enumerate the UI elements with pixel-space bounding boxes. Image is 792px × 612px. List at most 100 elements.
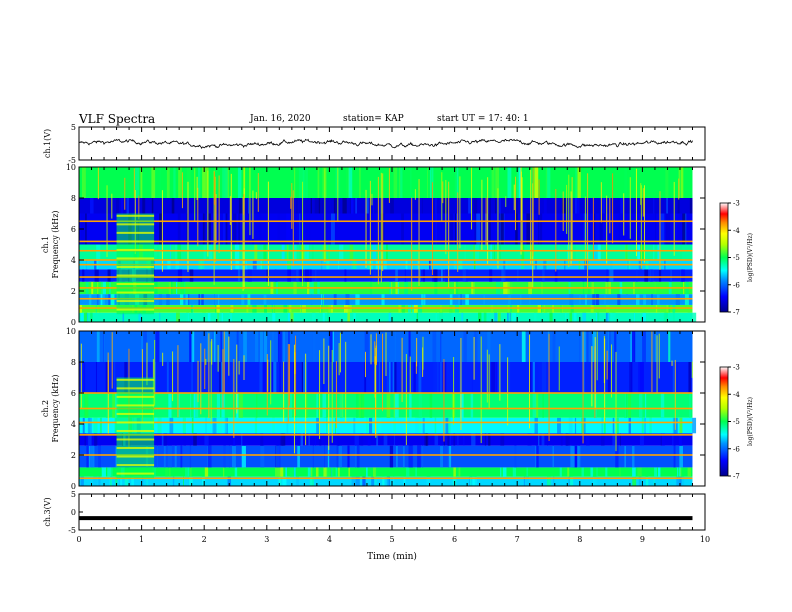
spectrogram-speckle xyxy=(624,445,626,468)
spectrogram-speckle xyxy=(530,244,533,260)
spectrogram-speckle xyxy=(542,269,545,282)
spectrogram-speckle xyxy=(353,312,356,322)
spectrogram-speckle xyxy=(138,312,142,322)
sferic-streak xyxy=(207,170,209,257)
sferic-streak xyxy=(205,358,207,365)
y-tick-label: 10 xyxy=(66,327,76,336)
sferic-streak xyxy=(640,185,642,269)
sferic-streak xyxy=(507,357,509,426)
sferic-streak xyxy=(570,191,572,266)
spectrogram-speckle xyxy=(534,362,539,393)
spectrogram-speckle xyxy=(177,213,181,245)
spectrogram-speckle xyxy=(605,467,608,477)
spectrogram-speckle xyxy=(449,213,454,245)
spectrogram-speckle xyxy=(386,393,391,418)
sferic-streak xyxy=(335,361,337,429)
sferic-streak xyxy=(80,343,82,409)
x-tick-label: 7 xyxy=(515,535,520,544)
spectrogram-speckle xyxy=(562,198,566,214)
spectrogram-speckle xyxy=(274,269,277,282)
spectrogram-speckle xyxy=(272,417,275,434)
sferic-streak xyxy=(418,179,420,286)
narrowband-line xyxy=(79,454,693,456)
transient-tone xyxy=(116,438,155,441)
spectrogram-band xyxy=(79,393,693,418)
sferic-streak xyxy=(623,193,625,236)
spectrogram-speckle xyxy=(84,433,86,446)
spectrogram-speckle xyxy=(142,476,144,486)
transient-tone xyxy=(116,464,155,467)
spectrogram-speckle xyxy=(626,244,628,260)
spectrogram-speckle xyxy=(93,198,97,214)
spectrogram-speckle xyxy=(110,467,113,477)
spectrogram-speckle xyxy=(666,198,668,214)
spectrogram-speckle xyxy=(293,467,296,477)
sferic-streak xyxy=(255,192,257,200)
sferic-streak xyxy=(214,176,216,263)
sferic-streak xyxy=(364,351,366,378)
sferic-streak xyxy=(615,351,617,452)
spectrogram-speckle xyxy=(90,198,94,214)
spectrogram-speckle xyxy=(399,167,402,198)
y-tick-label: 2 xyxy=(71,451,76,460)
sferic-streak xyxy=(441,172,443,221)
spectrogram-speckle xyxy=(457,433,459,446)
spectrogram-speckle xyxy=(568,476,571,486)
axis-labels: Time (min) xyxy=(367,551,417,562)
spectrogram-speckle xyxy=(632,445,635,468)
spectrogram-speckle xyxy=(640,198,645,214)
y-axis-label-frequency: Frequency (kHz) xyxy=(51,210,60,278)
spectrogram-speckle xyxy=(305,393,308,418)
sferic-streak xyxy=(604,338,606,423)
spectrogram-band xyxy=(79,476,693,486)
spectrogram-speckle xyxy=(608,331,611,362)
spectrogram-speckle xyxy=(422,417,425,434)
spectrogram-speckle xyxy=(282,476,287,486)
sferic-streak xyxy=(481,179,483,251)
spectrogram-speckle xyxy=(547,433,549,446)
narrowband-line xyxy=(79,249,693,252)
colorbar-tick-label: -3 xyxy=(733,364,740,372)
spectrogram-speckle xyxy=(238,198,243,214)
transient-tone xyxy=(116,404,155,407)
sferic-streak xyxy=(591,346,593,407)
spectrogram-speckle xyxy=(204,433,209,446)
spectrogram-speckle xyxy=(321,198,324,214)
sferic-streak xyxy=(521,177,523,251)
sferic-streak xyxy=(204,348,206,390)
y-tick-label: 0 xyxy=(71,508,76,517)
spectrogram-speckle xyxy=(544,312,548,322)
sferic-streak xyxy=(405,354,407,446)
sferic-streak xyxy=(600,182,602,223)
y-tick-label: -5 xyxy=(68,156,76,165)
sferic-streak xyxy=(213,170,215,285)
spectrogram-speckle xyxy=(491,167,495,198)
spectrogram-speckle xyxy=(674,198,677,214)
spectrogram-speckle xyxy=(386,362,391,393)
spectrogram-speckle xyxy=(573,312,577,322)
spectrogram-speckle xyxy=(488,213,491,245)
spectrogram-speckle xyxy=(259,362,263,393)
spectrogram-speckle xyxy=(681,476,685,486)
spectrogram-speckle xyxy=(518,167,521,198)
spectrogram-speckle xyxy=(383,433,388,446)
spectrogram-speckle xyxy=(401,213,404,245)
spectrogram-speckle xyxy=(299,244,304,260)
sferic-streak xyxy=(295,335,297,416)
transient-tone xyxy=(116,248,155,251)
colorbar-label: log(PSD)(V²/Hz) xyxy=(747,397,754,446)
spectrogram-speckle xyxy=(629,362,633,393)
spectrogram-speckle xyxy=(288,244,293,260)
spectrogram-speckle xyxy=(323,467,328,477)
spectrogram-speckle xyxy=(572,244,576,260)
spectrogram-speckle xyxy=(324,445,326,468)
spectrogram-speckle xyxy=(191,417,194,434)
spectrogram-speckle xyxy=(171,198,175,214)
spectrogram-speckle xyxy=(472,476,477,486)
spectrogram-speckle xyxy=(575,167,578,198)
spectrogram-speckle xyxy=(188,476,193,486)
spectrogram-speckle xyxy=(345,167,350,198)
spectrogram-speckle xyxy=(300,433,304,446)
spectrogram-speckle xyxy=(500,433,505,446)
spectrogram-speckle xyxy=(416,312,419,322)
